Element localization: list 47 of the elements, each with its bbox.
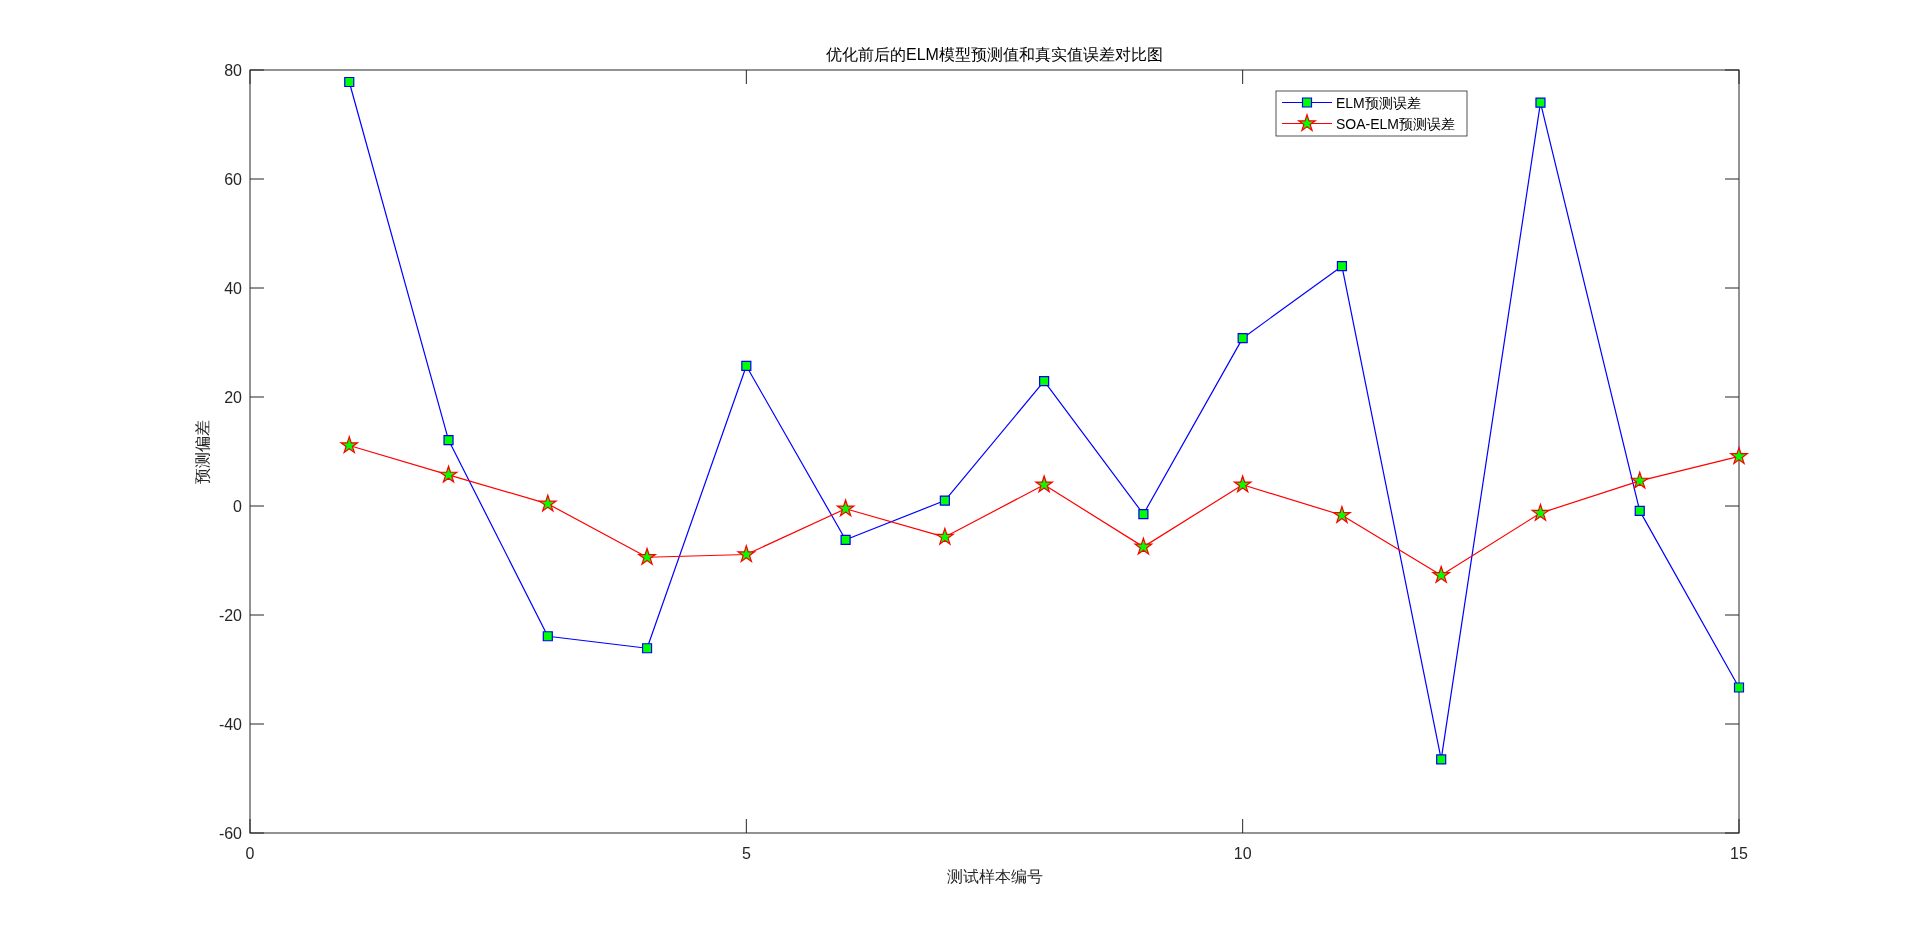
point bbox=[638, 547, 656, 565]
y-tick-label: -60 bbox=[218, 824, 243, 842]
x-axis-title: 测试样本编号 bbox=[946, 867, 1043, 885]
y-tick-label: -40 bbox=[218, 715, 243, 733]
point bbox=[1535, 97, 1546, 108]
point bbox=[737, 545, 756, 563]
point bbox=[1336, 261, 1348, 272]
point bbox=[1730, 447, 1748, 465]
point bbox=[641, 643, 653, 654]
y-tick-label: 40 bbox=[224, 279, 243, 297]
point bbox=[1630, 471, 1649, 489]
point bbox=[1134, 537, 1153, 555]
legend-label: ELM预测误差 bbox=[1336, 94, 1421, 111]
point bbox=[1138, 509, 1149, 520]
point bbox=[939, 495, 950, 506]
point bbox=[542, 631, 553, 642]
y-tick-label: 20 bbox=[224, 388, 243, 406]
x-tick-label: 0 bbox=[245, 844, 255, 862]
y-tick-label: -20 bbox=[218, 606, 243, 624]
point bbox=[439, 465, 458, 483]
y-axis-title: 预测偏差 bbox=[193, 419, 211, 484]
point bbox=[443, 434, 454, 446]
point bbox=[741, 360, 752, 372]
y-tick-label: 60 bbox=[224, 170, 243, 188]
point bbox=[344, 76, 355, 88]
point bbox=[1035, 475, 1054, 493]
point bbox=[935, 527, 954, 545]
point bbox=[1039, 376, 1050, 387]
point bbox=[1634, 505, 1645, 516]
y-tick-label: 80 bbox=[224, 61, 243, 79]
y-tick-label: 0 bbox=[233, 497, 243, 515]
point bbox=[1233, 475, 1252, 493]
chart-title: 优化前后的ELM模型预测值和真实值误差对比图 bbox=[826, 45, 1163, 63]
point bbox=[1531, 503, 1550, 521]
x-tick-label: 5 bbox=[741, 844, 751, 862]
point bbox=[1432, 565, 1451, 583]
point bbox=[1733, 682, 1745, 693]
point bbox=[340, 436, 359, 454]
point bbox=[1333, 505, 1351, 523]
point bbox=[840, 534, 851, 545]
point bbox=[836, 499, 855, 517]
x-tick-label: 10 bbox=[1233, 844, 1252, 862]
point bbox=[1237, 333, 1248, 344]
point bbox=[1436, 754, 1447, 765]
legend-label: SOA-ELM预测误差 bbox=[1336, 115, 1456, 132]
x-tick-label: 15 bbox=[1730, 844, 1748, 862]
point bbox=[538, 494, 557, 512]
